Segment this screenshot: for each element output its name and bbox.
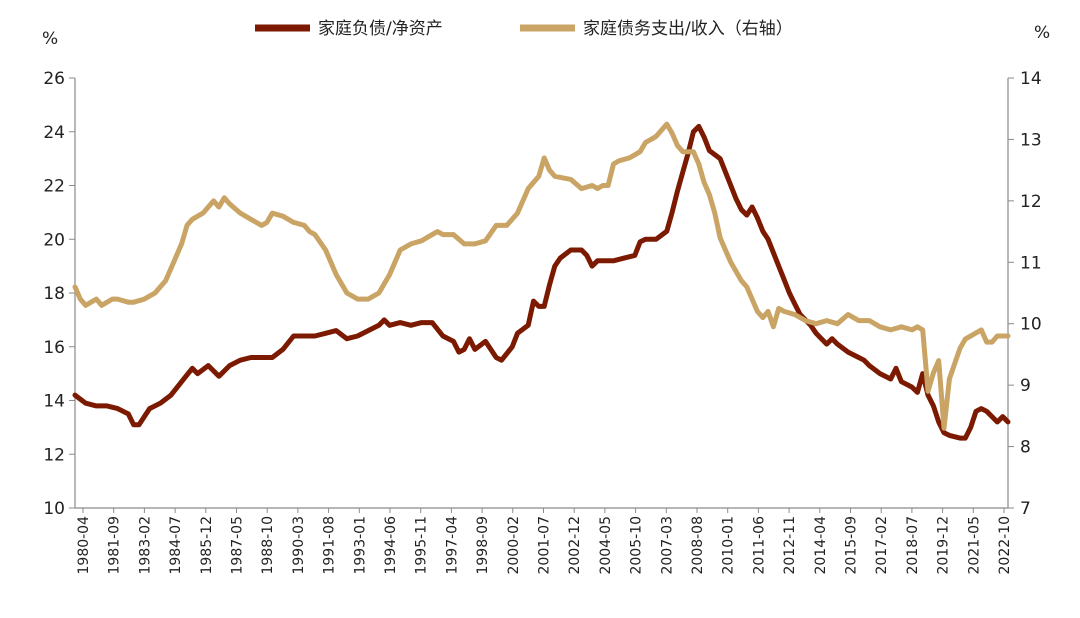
x-tick-label: 1990-03 [291,516,307,575]
y-right-tick-label: 10 [1020,315,1042,335]
x-tick-label: 1991-08 [322,516,338,575]
y-left-tick-label: 16 [43,338,65,358]
x-tick-label: 1994-06 [383,516,399,575]
x-tick-label: 2005-10 [629,516,645,575]
x-tick-label: 2015-09 [844,516,860,575]
x-tick-label: 1984-07 [168,516,184,575]
x-tick-label: 2004-05 [598,516,614,575]
legend: 家庭负债/净资产 家庭债务支出/收入（右轴） [255,19,793,39]
x-tick-label: 2007-03 [659,516,675,575]
x-tick-label: 1993-01 [352,516,368,575]
x-tick-label: 2014-04 [813,516,829,575]
y-right-tick-label: 13 [1020,130,1042,150]
legend-label-debt-net-assets: 家庭负债/净资产 [318,19,443,39]
legend-label-debt-service-income: 家庭债务支出/收入（右轴） [583,19,793,39]
x-tick-label: 1998-09 [475,516,491,575]
x-tick-label: 2018-07 [905,516,921,575]
y-right-tick-label: 11 [1020,253,1042,273]
y-left-tick-label: 26 [43,69,65,89]
x-tick-label: 2001-07 [537,516,553,575]
y-right-unit: % [1034,23,1050,43]
x-tick-label: 2022-10 [997,516,1013,575]
series-line-debt-service-income [72,121,1011,431]
y-right-ticks: 7 8 9 10 11 12 13 14 [1008,69,1042,519]
y-left-tick-label: 22 [43,177,65,197]
y-left-tick-label: 12 [43,445,65,465]
x-tick-label: 1983-02 [137,516,153,575]
x-tick-label: 2010-01 [721,516,737,575]
x-tick-label: 1985-12 [199,516,215,575]
y-left-tick-label: 20 [43,230,65,250]
y-left-tick-label: 18 [43,284,65,304]
y-right-tick-label: 7 [1020,499,1031,519]
y-left-tick-label: 10 [43,499,65,519]
x-tick-label: 2012-11 [782,516,798,575]
y-right-tick-label: 12 [1020,192,1042,212]
x-tick-label: 2008-08 [690,516,706,575]
x-ticks: 1980-04 1981-09 1983-02 1984-07 1985-12 1987-… [76,508,1013,575]
x-tick-label: 1987-05 [230,516,246,575]
axes [74,78,1009,509]
x-tick-label: 2002-12 [567,516,583,575]
y-left-tick-label: 14 [43,392,65,412]
x-tick-label: 1980-04 [76,516,92,575]
x-tick-label: 2017-02 [874,516,890,575]
x-tick-label: 2000-02 [506,516,522,575]
x-tick-label: 1988-10 [260,516,276,575]
y-right-tick-label: 9 [1020,376,1031,396]
x-tick-label: 1995-11 [414,516,430,575]
x-tick-label: 1981-09 [107,516,123,575]
x-tick-label: 2021-05 [966,516,982,575]
x-tick-label: 2019-12 [936,516,952,575]
series-line-debt-net-assets [72,123,1011,441]
series [72,121,1011,441]
y-left-tick-label: 24 [43,123,65,143]
y-right-tick-label: 8 [1020,438,1031,458]
x-tick-label: 2011-06 [751,516,767,575]
x-tick-label: 1997-04 [444,516,460,575]
y-left-ticks: 10 12 14 16 18 20 22 24 26 [43,69,75,519]
y-left-unit: % [42,29,58,49]
y-right-tick-label: 14 [1020,69,1042,89]
